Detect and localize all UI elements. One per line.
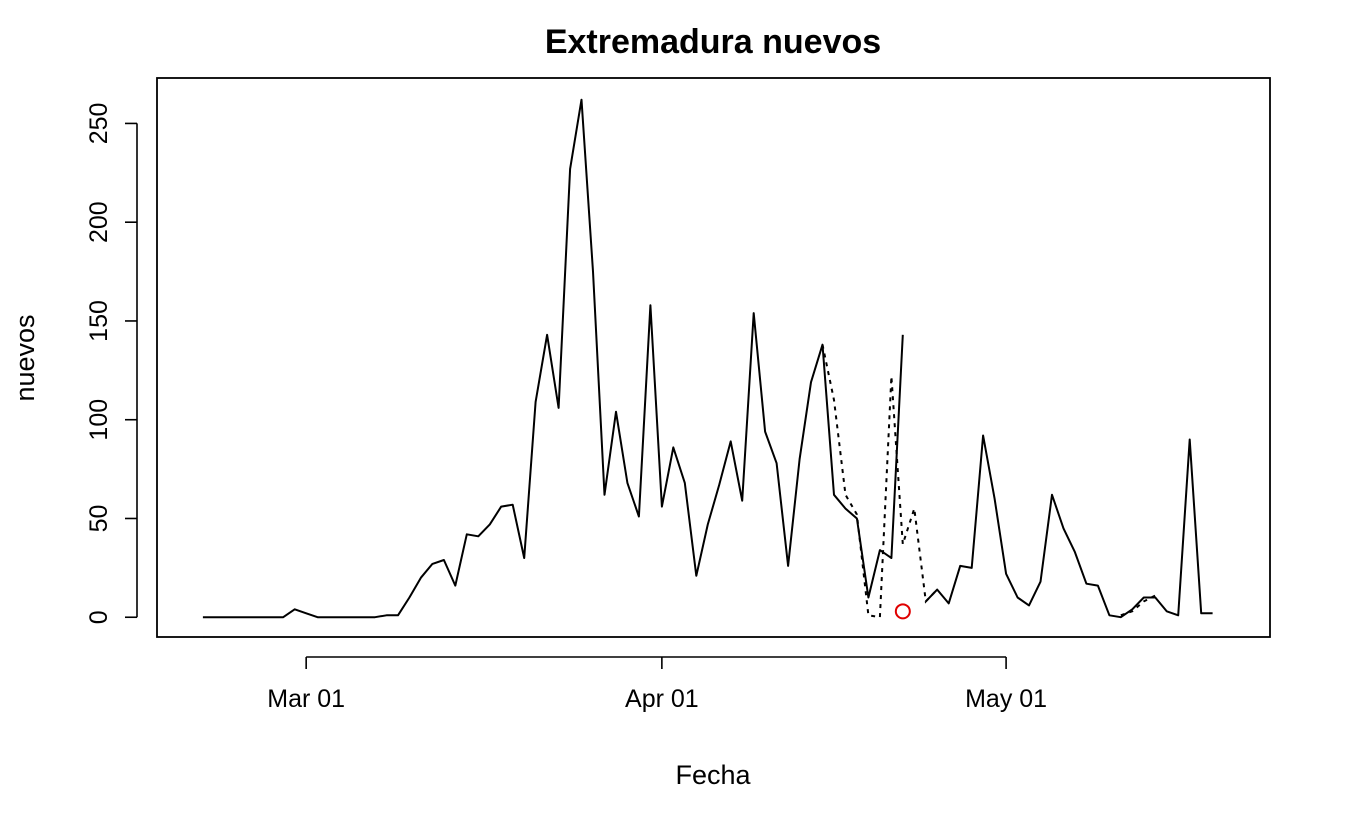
x-tick-label: Mar 01 <box>267 685 345 713</box>
y-axis-label: nuevos <box>10 314 40 401</box>
plot-frame <box>156 77 1271 638</box>
y-tick-label: 0 <box>85 610 113 624</box>
y-axis: 0 50 100 150 200 250 <box>85 103 138 624</box>
x-tick-label: May 01 <box>965 685 1047 713</box>
series-layer <box>202 98 1213 620</box>
highlight-point <box>894 603 911 620</box>
x-tick-label: Apr 01 <box>625 685 699 713</box>
y-tick-label: 150 <box>85 300 113 342</box>
y-tick-label: 200 <box>85 201 113 243</box>
solid-series-line <box>925 434 1213 619</box>
dotted-series-line <box>821 344 938 619</box>
y-tick-label: 50 <box>85 505 113 533</box>
x-axis-label: Fecha <box>675 760 751 790</box>
y-tick-label: 250 <box>85 103 113 145</box>
x-axis: Mar 01 Apr 01 May 01 <box>267 656 1047 713</box>
solid-series-line <box>202 98 904 619</box>
chart-title: Extremadura nuevos <box>545 23 881 61</box>
y-tick-label: 100 <box>85 399 113 441</box>
dotted-series-line <box>1120 594 1156 617</box>
